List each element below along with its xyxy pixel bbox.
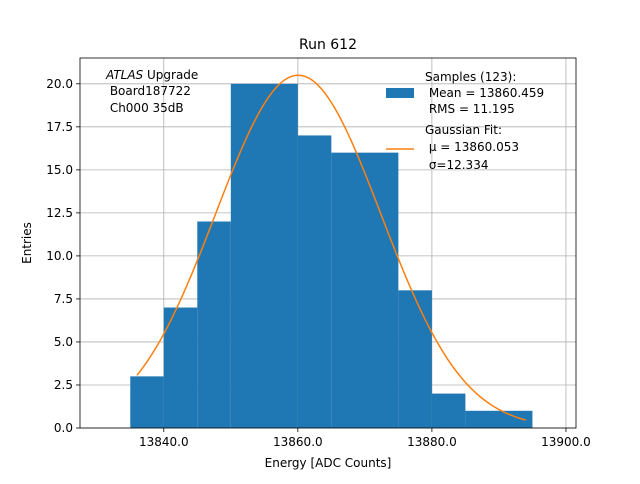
- chart-title: Run 612: [299, 37, 357, 53]
- svg-text:ATLAS Upgrade: ATLAS Upgrade: [105, 68, 198, 82]
- histogram-bar: [230, 83, 298, 428]
- y-tick-label: 0.0: [54, 421, 73, 435]
- legend-fit-line2: μ = 13860.053: [425, 140, 519, 154]
- histogram-bar: [197, 221, 231, 428]
- histogram-bar: [163, 307, 198, 428]
- y-axis-label: Entries: [20, 222, 34, 264]
- legend: Samples (123): Mean = 13860.459 RMS = 11…: [386, 70, 544, 172]
- legend-hist-line1: Samples (123):: [425, 70, 516, 84]
- annotation-italic: ATLAS: [105, 68, 144, 82]
- annotation-line1-rest: Upgrade: [143, 68, 198, 82]
- y-tick-label: 15.0: [46, 163, 73, 177]
- y-tick-label: 20.0: [46, 77, 73, 91]
- y-tick-label: 2.5: [54, 378, 73, 392]
- gaussian-fit-curve: [136, 74, 526, 421]
- legend-hist-line3: RMS = 11.195: [425, 102, 515, 116]
- histogram-bar: [130, 376, 164, 428]
- y-tick-label: 12.5: [46, 206, 73, 220]
- y-tick-label: 10.0: [46, 249, 73, 263]
- legend-fit-line1: Gaussian Fit:: [425, 123, 502, 137]
- atlas-annotation: ATLAS Upgrade Board187722 Ch000 35dB: [105, 68, 198, 115]
- legend-fit-line3: σ=12.334: [425, 158, 488, 172]
- x-tick-label: 13860.0: [273, 435, 323, 449]
- histogram-bar: [398, 290, 432, 428]
- legend-hist-swatch: [386, 88, 414, 98]
- y-tick-label: 5.0: [54, 335, 73, 349]
- histogram-bar: [297, 135, 332, 428]
- x-axis-ticks: 13840.0 13860.0 13880.0 13900.0: [139, 428, 591, 449]
- legend-hist-line2: Mean = 13860.459: [425, 86, 544, 100]
- y-axis-ticks: 0.0 2.5 5.0 7.5 10.0 12.5 15.0 17.5 20.0: [46, 77, 80, 435]
- y-tick-label: 7.5: [54, 292, 73, 306]
- histogram-bar: [431, 393, 466, 428]
- plot-frame: [79, 57, 577, 429]
- histogram-bar: [465, 410, 533, 428]
- x-tick-label: 13900.0: [541, 435, 591, 449]
- x-tick-label: 13880.0: [407, 435, 457, 449]
- annotation-line3: Ch000 35dB: [106, 101, 184, 115]
- histogram-bar: [331, 152, 399, 428]
- y-tick-label: 17.5: [46, 120, 73, 134]
- histogram-bars: [130, 83, 533, 428]
- annotation-line2: Board187722: [106, 84, 191, 98]
- x-tick-label: 13840.0: [139, 435, 189, 449]
- x-axis-label: Energy [ADC Counts]: [265, 456, 392, 470]
